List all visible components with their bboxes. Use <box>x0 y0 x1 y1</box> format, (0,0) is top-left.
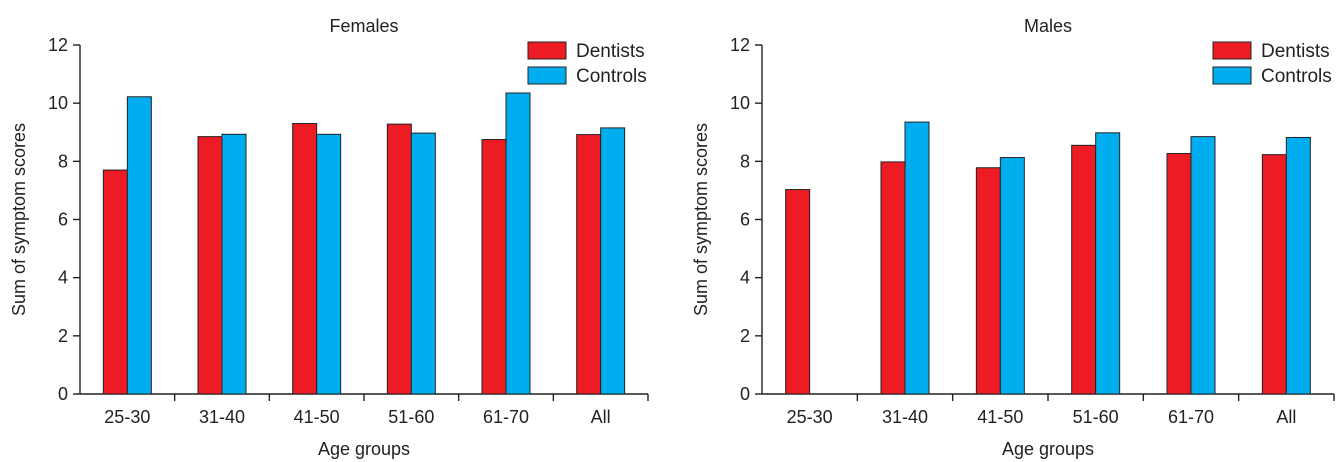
bar-controls-All <box>1285 136 1311 395</box>
y-tick-label: 2 <box>740 326 750 346</box>
x-tick-label: All <box>591 407 611 427</box>
legend-swatch-controls <box>1212 66 1252 85</box>
y-tick-label: 10 <box>48 93 68 113</box>
chart-panel-males: Males 0 2 4 6 8 10 12 25-30 31-40 41-50 51-60 61-70 A… <box>691 16 1335 459</box>
legend-label-controls: Controls <box>1261 66 1332 87</box>
y-tick-label: 2 <box>58 326 68 346</box>
bar-dentists-All <box>576 134 602 395</box>
y-tick-label: 8 <box>58 151 68 171</box>
bar-dentists-25-30 <box>785 189 811 395</box>
x-tick-label: 61-70 <box>1168 407 1214 427</box>
x-tick-label: 51-60 <box>1073 407 1119 427</box>
bar-controls-25-30 <box>126 96 152 395</box>
chart-title: Males <box>1024 16 1072 36</box>
bar-dentists-25-30 <box>102 169 128 395</box>
bar-dentists-61-70 <box>481 139 507 395</box>
y-tick-label: 0 <box>740 384 750 404</box>
bar-dentists-31-40 <box>197 136 223 395</box>
bar-controls-41-50 <box>999 157 1025 395</box>
y-tick-label: 10 <box>730 93 750 113</box>
x-tick-label: 31-40 <box>882 407 928 427</box>
x-tick-label: 31-40 <box>199 407 245 427</box>
chart-title: Females <box>329 16 398 36</box>
y-tick-label: 12 <box>48 35 68 55</box>
legend-label-dentists: Dentists <box>576 41 645 62</box>
bar-controls-61-70 <box>505 92 531 395</box>
bar-controls-51-60 <box>1095 132 1121 395</box>
x-tick-label: 41-50 <box>977 407 1023 427</box>
legend-swatch-controls <box>527 66 567 85</box>
legend-swatch-dentists <box>527 41 567 60</box>
x-tick-label: 61-70 <box>483 407 529 427</box>
bar-dentists-All <box>1261 154 1287 395</box>
legend-label-controls: Controls <box>576 66 647 87</box>
y-tick-label: 6 <box>58 210 68 230</box>
x-tick-label: 51-60 <box>388 407 434 427</box>
bar-controls-61-70 <box>1190 136 1216 395</box>
x-axis-label: Age groups <box>318 439 410 459</box>
y-tick-label: 0 <box>58 384 68 404</box>
legend: Dentists Controls <box>1212 41 1332 87</box>
y-tick-label: 6 <box>740 210 750 230</box>
chart-panel-females: Females 0 2 4 6 8 10 12 25-30 31-40 41-50 51-60 61-7… <box>9 16 649 459</box>
bar-controls-41-50 <box>316 133 342 395</box>
y-axis-label: Sum of symptom scores <box>9 123 29 316</box>
bar-dentists-31-40 <box>880 161 906 395</box>
x-tick-label: 41-50 <box>294 407 340 427</box>
bar-dentists-41-50 <box>292 123 318 395</box>
y-tick-label: 4 <box>740 268 750 288</box>
x-tick-label: All <box>1276 407 1296 427</box>
legend-swatch-dentists <box>1212 41 1252 60</box>
x-tick-label: 25-30 <box>787 407 833 427</box>
legend: Dentists Controls <box>527 41 647 87</box>
legend-label-dentists: Dentists <box>1261 41 1330 62</box>
y-tick-label: 4 <box>58 268 68 288</box>
bar-controls-31-40 <box>221 133 247 395</box>
y-tick-label: 8 <box>740 151 750 171</box>
bar-dentists-51-60 <box>386 123 412 395</box>
x-tick-label: 25-30 <box>104 407 150 427</box>
bar-dentists-61-70 <box>1166 152 1192 395</box>
bar-controls-51-60 <box>410 132 436 395</box>
y-tick-label: 12 <box>730 35 750 55</box>
bar-controls-31-40 <box>904 121 930 395</box>
bar-dentists-51-60 <box>1071 144 1097 395</box>
bar-dentists-41-50 <box>975 167 1001 395</box>
y-axis-label: Sum of symptom scores <box>691 123 711 316</box>
x-axis-label: Age groups <box>1002 439 1094 459</box>
bar-controls-All <box>600 127 626 395</box>
